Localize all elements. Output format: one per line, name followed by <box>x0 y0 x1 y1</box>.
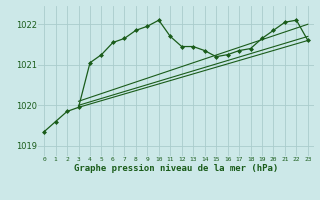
X-axis label: Graphe pression niveau de la mer (hPa): Graphe pression niveau de la mer (hPa) <box>74 164 278 173</box>
